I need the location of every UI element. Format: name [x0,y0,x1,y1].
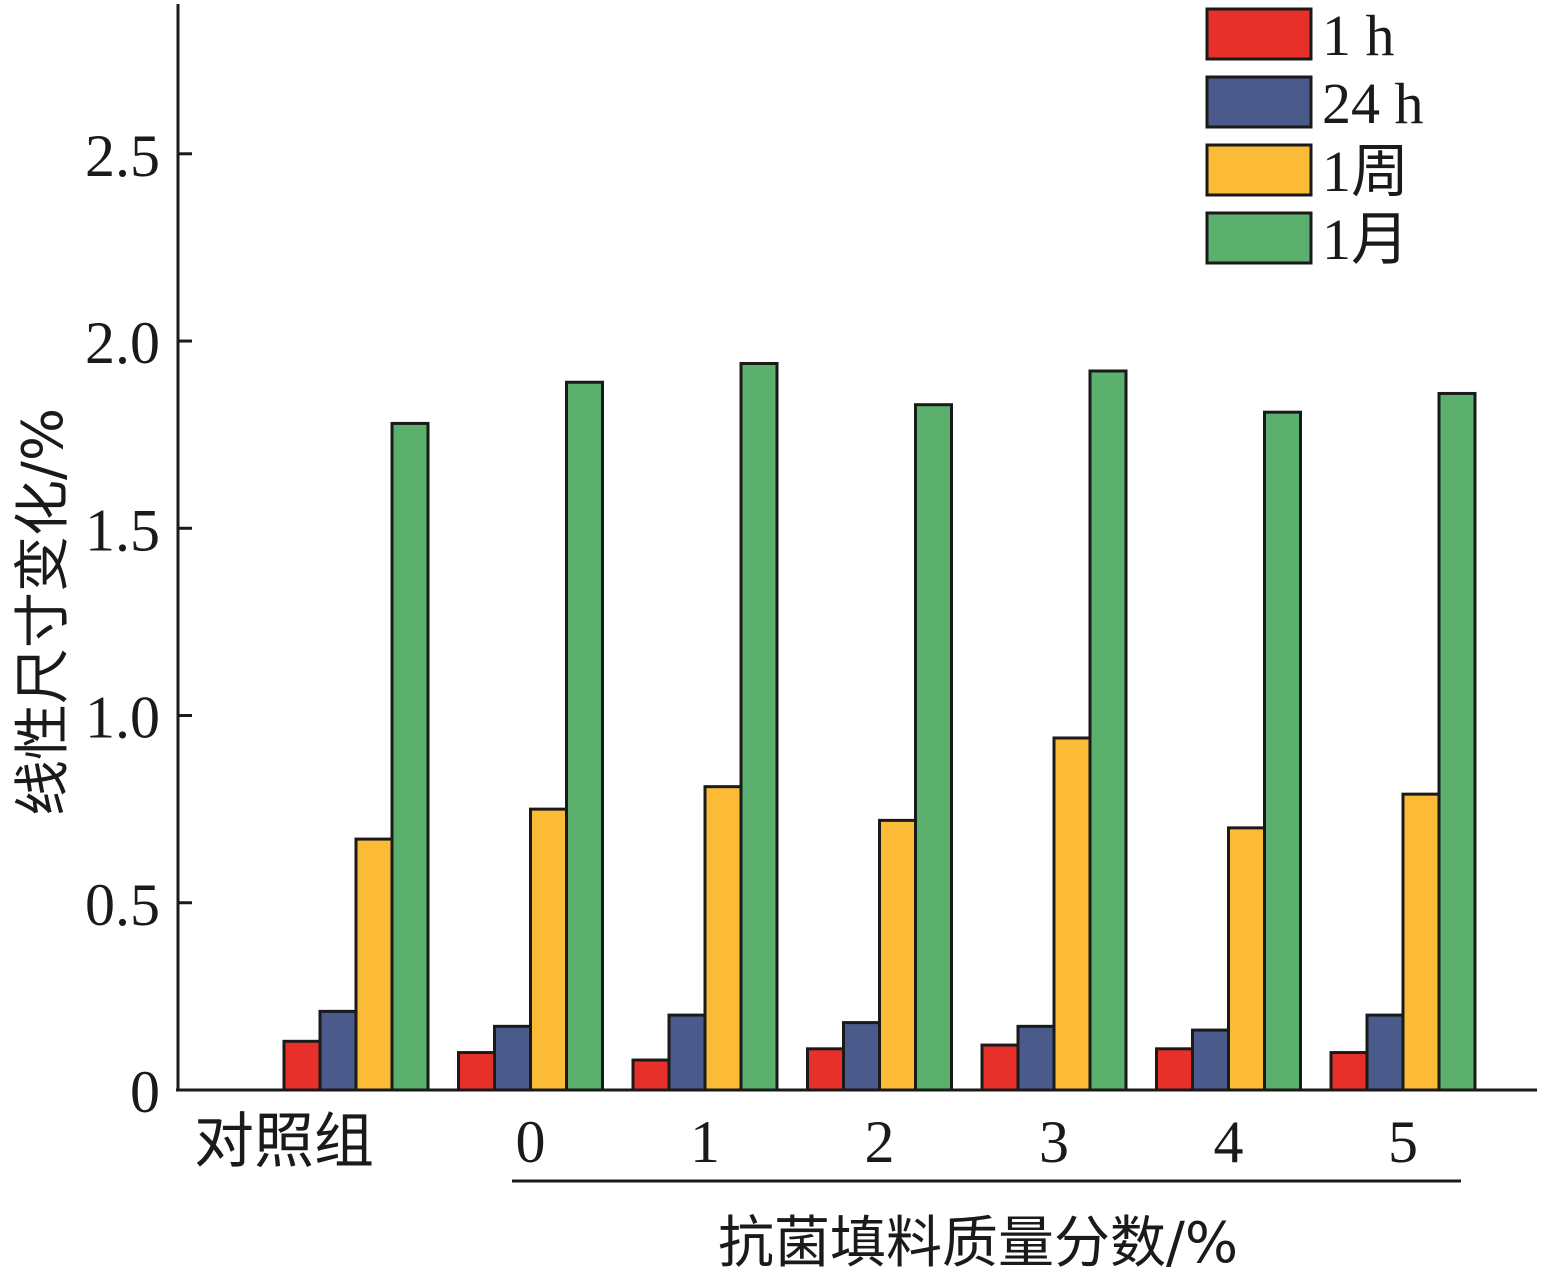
x-category-label: 对照组 [194,1109,374,1175]
legend-swatch [1205,7,1313,61]
x-category-label: 2 [865,1109,895,1175]
y-tick-label: 2.0 [85,310,160,376]
bar-0-0 [282,1039,322,1092]
bar-1-0 [457,1051,496,1092]
bar-0-3 [390,421,430,1092]
y-tick-label: 1.5 [85,497,160,563]
bar-1-1 [493,1024,532,1092]
bar-4-2 [1052,736,1092,1092]
bars-layer [282,362,1477,1092]
axes-layer [176,4,1537,1183]
x-category-label: 0 [516,1109,546,1175]
y-tick-label: 2.5 [85,123,160,189]
x-category-label: 1 [690,1109,720,1175]
bar-5-0 [1155,1047,1194,1092]
bar-6-0 [1329,1051,1369,1092]
y-tick-label: 1.0 [85,685,160,751]
bar-6-1 [1365,1013,1405,1092]
x-axis-title: 抗菌填料质量分数/% [718,1211,1238,1273]
x-category-label: 3 [1039,1109,1069,1175]
y-tick-label: 0.5 [85,872,160,938]
bar-4-1 [1016,1024,1056,1092]
bar-5-2 [1227,826,1266,1092]
legend-swatch [1205,211,1313,265]
y-axis-title: 线性尺寸变化/% [11,408,76,816]
legend-swatch [1205,75,1313,129]
bar-0-1 [318,1009,358,1092]
y-ticks: 0 0.5 1.0 1.5 2.0 2.5 [85,123,192,1125]
bar-5-3 [1263,410,1302,1092]
legend-label: 1 h [1322,3,1395,68]
bar-4-0 [980,1043,1020,1092]
legend-label: 1周 [1322,139,1409,204]
bar-3-1 [842,1021,881,1092]
bar-2-2 [703,785,743,1092]
bar-3-2 [878,818,917,1092]
bar-6-3 [1437,391,1477,1092]
bar-2-0 [631,1058,671,1092]
bar-5-1 [1191,1028,1230,1092]
bar-2-1 [667,1013,707,1092]
x-category-labels: 对照组 0 1 2 3 4 5 [194,1109,1418,1175]
bar-2-3 [739,362,779,1092]
bar-3-0 [806,1047,845,1092]
bar-4-3 [1088,369,1128,1092]
y-tick-label: 0 [130,1059,160,1125]
bar-1-2 [529,807,568,1092]
legend-label: 24 h [1322,71,1424,136]
bar-1-3 [565,380,604,1092]
bar-0-2 [354,837,394,1092]
bar-6-2 [1401,792,1441,1092]
legend-label: 1月 [1322,207,1409,272]
legend-swatch [1205,143,1313,197]
x-category-label: 5 [1388,1109,1418,1175]
x-category-label: 4 [1214,1109,1244,1175]
bar-3-3 [914,403,953,1092]
